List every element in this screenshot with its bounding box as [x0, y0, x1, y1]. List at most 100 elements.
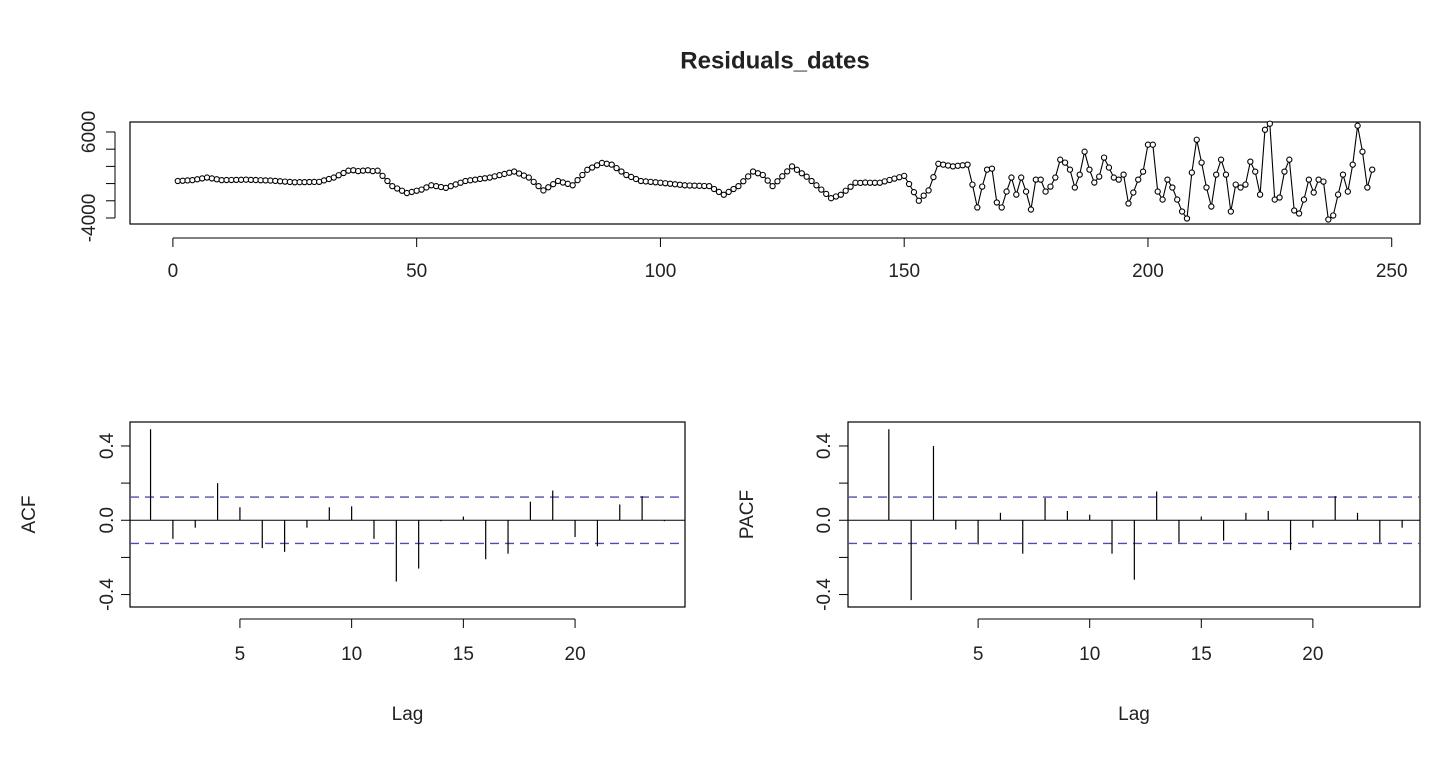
point	[1256, 191, 1264, 198]
point	[905, 180, 913, 188]
point	[1203, 184, 1210, 191]
point	[1057, 156, 1064, 163]
point	[1344, 188, 1351, 195]
point	[901, 172, 908, 179]
point	[1130, 189, 1137, 196]
point	[1222, 171, 1230, 178]
point	[837, 191, 844, 198]
point	[1213, 171, 1220, 178]
point	[1349, 161, 1356, 168]
point	[1100, 154, 1108, 161]
y-axis-label: PACF	[737, 490, 758, 539]
point	[735, 183, 742, 190]
point	[208, 175, 216, 182]
point	[398, 187, 406, 194]
x-tick-label: 20	[1302, 644, 1323, 665]
y-tick-label: -4000	[79, 194, 100, 243]
point	[725, 188, 732, 196]
point	[930, 173, 937, 181]
point	[808, 177, 815, 185]
point	[964, 161, 971, 168]
point	[1105, 164, 1113, 171]
y-tick-label: 0.0	[97, 507, 118, 533]
point	[374, 167, 381, 174]
point	[715, 188, 723, 196]
point	[842, 187, 849, 194]
point	[1188, 169, 1195, 176]
point	[784, 168, 791, 175]
y-axis-label: ACF	[19, 496, 40, 534]
point	[1022, 188, 1030, 195]
point	[910, 189, 918, 196]
point	[540, 187, 547, 194]
point	[574, 176, 581, 184]
point	[1115, 176, 1122, 183]
point	[1159, 196, 1166, 203]
point	[769, 183, 776, 190]
point	[1198, 159, 1205, 166]
point	[1261, 126, 1269, 133]
point	[1076, 171, 1083, 178]
point	[720, 191, 727, 198]
point	[1252, 168, 1259, 175]
point	[823, 190, 830, 198]
point	[350, 167, 357, 174]
point	[745, 173, 752, 180]
point	[584, 166, 591, 173]
x-tick-label: 150	[888, 261, 920, 282]
point	[1027, 206, 1035, 213]
point	[759, 171, 766, 179]
point	[779, 173, 786, 180]
x-tick-label: 20	[565, 644, 586, 665]
point	[988, 165, 996, 172]
point	[998, 204, 1005, 211]
point	[384, 177, 391, 185]
point	[1096, 173, 1103, 180]
point	[1354, 122, 1361, 129]
point	[1139, 168, 1147, 175]
point	[618, 168, 625, 175]
x-tick-label: 10	[341, 644, 362, 665]
point	[1183, 215, 1191, 222]
point	[1242, 181, 1249, 188]
plot-frame	[129, 121, 1421, 225]
point	[1052, 174, 1059, 181]
point	[1217, 156, 1225, 163]
point	[935, 160, 942, 167]
x-tick-label: 50	[406, 261, 427, 282]
point	[1042, 188, 1049, 195]
point	[710, 185, 718, 193]
point	[1135, 176, 1142, 183]
point	[598, 159, 606, 167]
point	[340, 169, 347, 177]
x-tick-label: 200	[1132, 261, 1164, 282]
point	[1086, 166, 1093, 173]
point	[1305, 176, 1312, 183]
point	[788, 163, 796, 170]
point	[920, 192, 927, 199]
point	[798, 170, 805, 177]
point	[1154, 188, 1161, 195]
point	[793, 166, 801, 173]
point	[1066, 166, 1074, 173]
point	[1281, 168, 1288, 175]
point	[194, 176, 201, 183]
point	[1330, 212, 1337, 219]
point	[203, 174, 211, 181]
point	[1227, 208, 1234, 215]
point	[1291, 207, 1298, 214]
y-tick-label: 0.4	[97, 432, 118, 459]
point	[1047, 183, 1054, 190]
point	[1208, 203, 1215, 210]
y-tick-label: 0.4	[814, 432, 835, 459]
point	[1169, 184, 1176, 191]
point	[335, 172, 342, 179]
chart-title: Residuals_dates	[680, 47, 869, 74]
point	[213, 176, 220, 183]
point	[1237, 184, 1244, 191]
point	[1125, 200, 1132, 207]
point	[1247, 158, 1254, 165]
point	[1018, 174, 1025, 181]
point	[813, 182, 820, 189]
point	[389, 183, 396, 190]
